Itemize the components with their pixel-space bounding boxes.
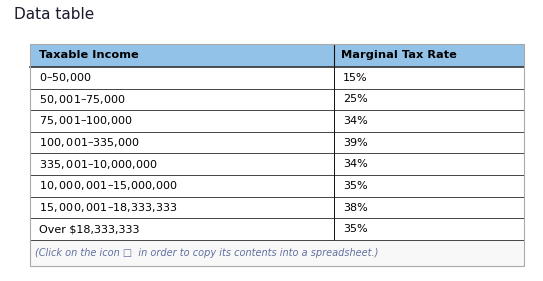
Text: $0 – $50,000: $0 – $50,000 xyxy=(39,71,92,84)
Text: (Click on the icon □  in order to copy its contents into a spreadsheet.): (Click on the icon □ in order to copy it… xyxy=(35,248,378,258)
Bar xyxy=(30,67,524,89)
Bar xyxy=(30,153,524,175)
Text: $10,000,001 – $15,000,000: $10,000,001 – $15,000,000 xyxy=(39,179,178,192)
Text: $15,000,001 – $18,333,333: $15,000,001 – $18,333,333 xyxy=(39,201,178,214)
Text: $50,001 – $75,000: $50,001 – $75,000 xyxy=(39,93,126,106)
Text: 35%: 35% xyxy=(343,181,368,191)
Bar xyxy=(30,89,524,110)
Bar xyxy=(30,132,524,153)
Text: 34%: 34% xyxy=(343,159,368,169)
Bar xyxy=(30,175,524,197)
Bar xyxy=(30,197,524,218)
Text: 35%: 35% xyxy=(343,224,368,234)
Bar xyxy=(30,240,524,266)
Text: Over $18,333,333: Over $18,333,333 xyxy=(39,224,140,234)
Text: 38%: 38% xyxy=(343,203,368,212)
Text: $335,001 – $10,000,000: $335,001 – $10,000,000 xyxy=(39,158,157,171)
Text: Data table: Data table xyxy=(14,7,94,22)
Text: $100,001 – $335,000: $100,001 – $335,000 xyxy=(39,136,140,149)
Text: Taxable Income: Taxable Income xyxy=(39,50,138,60)
Text: $75,001 – $100,000: $75,001 – $100,000 xyxy=(39,114,133,128)
Bar xyxy=(30,44,524,67)
Text: 39%: 39% xyxy=(343,138,368,148)
Bar xyxy=(30,218,524,240)
Text: 25%: 25% xyxy=(343,94,368,104)
Bar xyxy=(30,110,524,132)
Text: 34%: 34% xyxy=(343,116,368,126)
Text: 15%: 15% xyxy=(343,73,368,83)
Text: Marginal Tax Rate: Marginal Tax Rate xyxy=(342,50,457,60)
